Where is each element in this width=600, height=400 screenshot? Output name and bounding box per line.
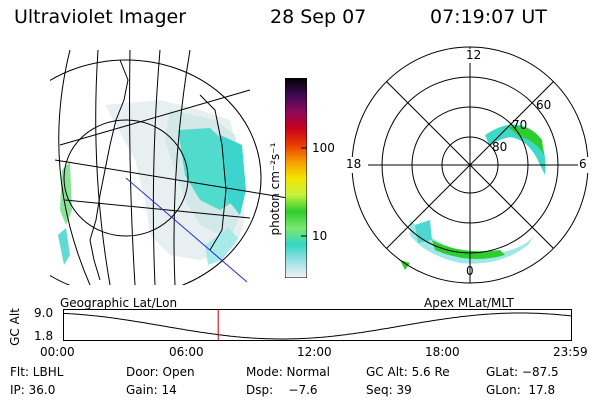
header-date: 28 Sep 07 (270, 6, 367, 28)
instrument-title: Ultraviolet Imager (14, 6, 187, 28)
polar-panel-label: Apex MLat/MLT (424, 296, 514, 310)
colorbar-label: photon cm⁻²s⁻¹ (268, 142, 282, 236)
sight-line (125, 177, 248, 283)
geo-panel-label: Geographic Lat/Lon (60, 296, 178, 310)
geographic-map (50, 50, 301, 285)
timeline-ytick-top: 9.0 (34, 306, 54, 320)
timeline-xtick-2359: 23:59 (553, 345, 588, 359)
info-gain: Gain: 14 (126, 383, 177, 397)
timeline-ylabel: GC Alt (8, 308, 22, 346)
altitude-curve (63, 312, 572, 340)
timeline-xtick-0000: 00:00 (40, 345, 75, 359)
coastline (89, 59, 129, 281)
header-time: 07:19:07 UT (430, 6, 547, 28)
colorbar-tick-100: 100 (312, 141, 335, 155)
timeline-ytick-bottom: 1.8 (34, 329, 54, 343)
polar-grid (351, 46, 589, 284)
mlat-label-70: 70 (512, 118, 528, 132)
geo-graticule (50, 50, 301, 285)
info-gc-alt: GC Alt: 5.6 Re (366, 365, 450, 379)
polar-emission (400, 124, 546, 270)
info-door: Door: Open (126, 365, 195, 379)
mlt-label-6: 6 (579, 157, 587, 171)
polar-map (348, 46, 592, 284)
info-dsp: Dsp: −7.6 (246, 383, 318, 397)
mlat-label-60: 60 (536, 98, 552, 112)
colorbar-tick-10: 10 (312, 229, 328, 243)
timeline-xtick-1800: 18:00 (425, 345, 460, 359)
mlt-label-18: 18 (346, 157, 362, 171)
timeline-xtick-0600: 06:00 (169, 345, 204, 359)
info-glon: GLon: 17.8 (486, 383, 556, 397)
timeline-xtick-1200: 12:00 (297, 345, 332, 359)
info-filter: Flt: LBHL (10, 365, 64, 379)
info-ip: IP: 36.0 (10, 383, 56, 397)
info-glat: GLat: −87.5 (486, 365, 559, 379)
info-mode: Mode: Normal (246, 365, 330, 379)
mlt-label-12: 12 (466, 48, 482, 62)
mlt-label-0: 0 (466, 264, 474, 278)
colorbar (285, 78, 307, 278)
altitude-timeline (63, 309, 572, 341)
info-seq: Seq: 39 (366, 383, 412, 397)
mlat-label-80: 80 (492, 140, 508, 154)
